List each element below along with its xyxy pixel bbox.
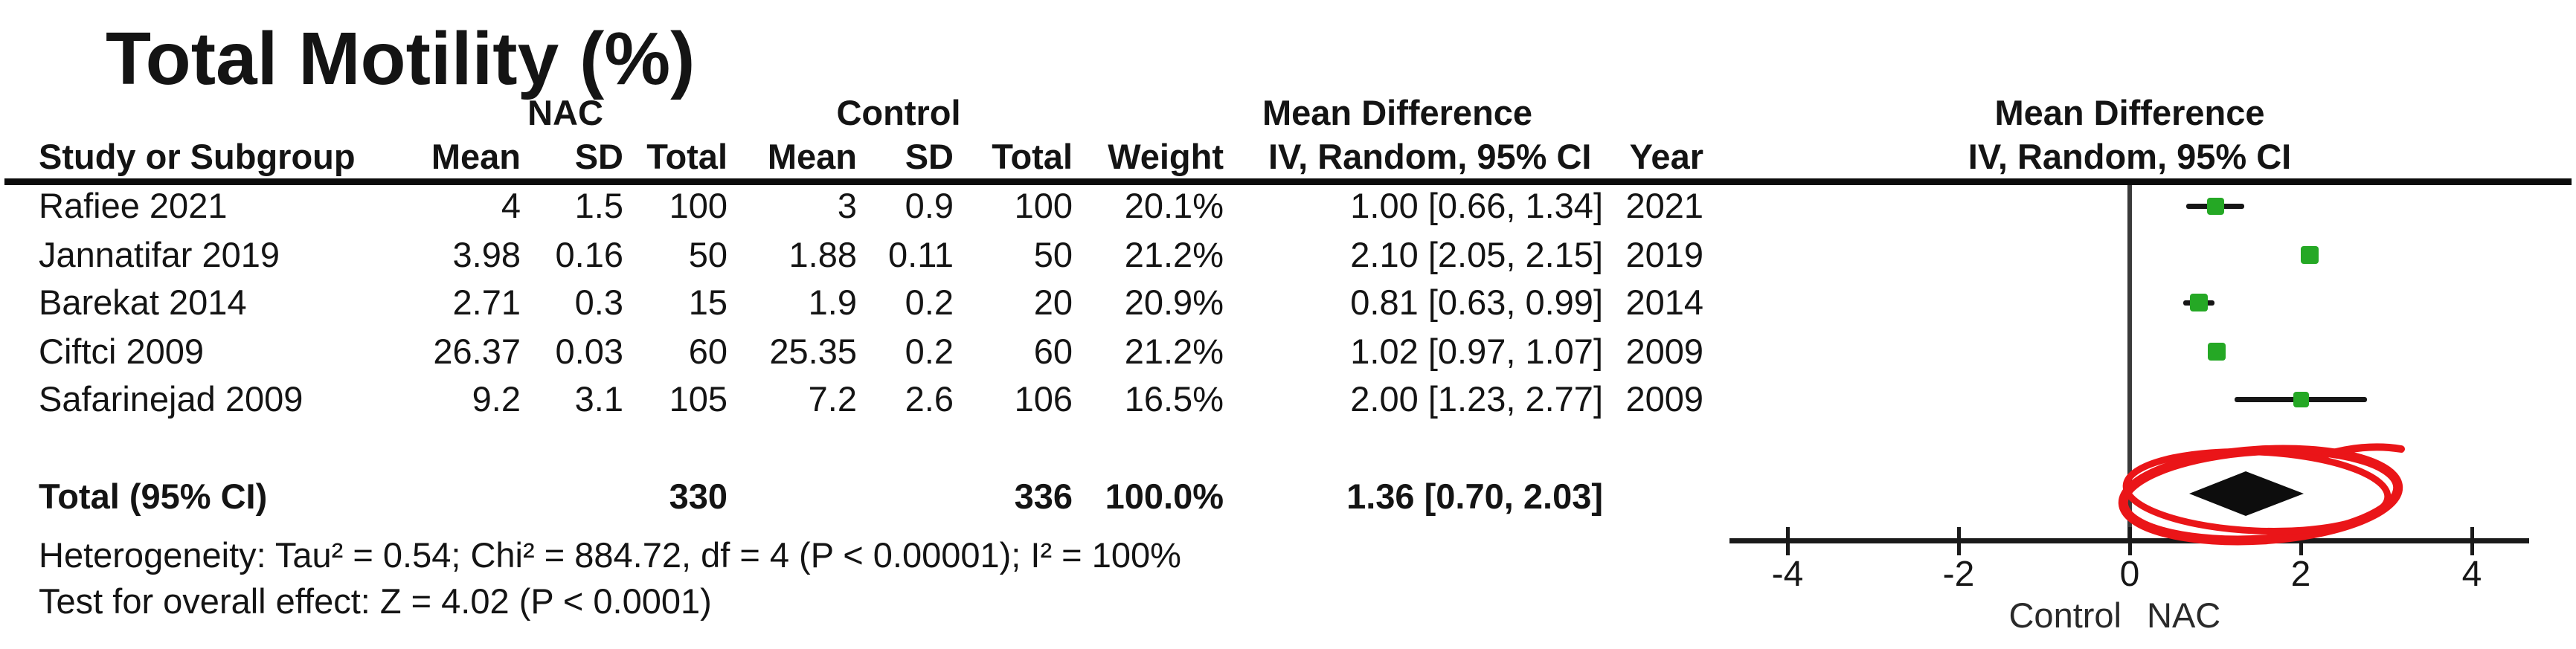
control-total: 60 — [1033, 332, 1073, 371]
axis-tick — [2470, 527, 2474, 555]
total-control-n: 336 — [1014, 477, 1073, 516]
control-sd: 0.9 — [905, 186, 954, 225]
control-total: 50 — [1033, 235, 1073, 274]
nac-total: 100 — [669, 186, 727, 225]
header-rule — [4, 178, 2572, 185]
zero-reference-line — [2127, 185, 2132, 541]
weight: 20.1% — [1124, 186, 1224, 225]
column-header-year: Year — [1629, 137, 1703, 176]
nac-mean: 9.2 — [472, 379, 521, 419]
study-weight-square — [2206, 197, 2224, 215]
heterogeneity-text: Heterogeneity: Tau² = 0.54; Chi² = 884.7… — [39, 535, 1181, 575]
axis-tick-label: 4 — [2461, 555, 2482, 594]
column-header-ivci: IV, Random, 95% CI — [1268, 137, 1592, 176]
axis-label-control: Control — [2008, 595, 2121, 635]
md-ci-text: 2.00 [1.23, 2.77] — [1350, 379, 1603, 419]
nac-mean: 3.98 — [452, 235, 521, 274]
control-total: 106 — [1014, 379, 1073, 419]
axis-tick — [1785, 527, 1790, 555]
nac-sd: 1.5 — [574, 186, 623, 225]
axis-tick-label: -4 — [1771, 555, 1804, 594]
control-mean: 3 — [837, 186, 857, 225]
axis-label-nac: NAC — [2147, 595, 2221, 635]
control-total: 20 — [1033, 282, 1073, 322]
nac-mean: 2.71 — [452, 282, 521, 322]
year: 2021 — [1625, 186, 1703, 225]
md-ci-text: 1.00 [0.66, 1.34] — [1350, 186, 1603, 225]
axis-tick — [2299, 527, 2303, 555]
nac-sd: 0.3 — [574, 282, 623, 322]
red-circle-annotation — [2118, 443, 2405, 546]
nac-sd: 0.16 — [555, 235, 623, 274]
weight: 21.2% — [1124, 235, 1224, 274]
nac-sd: 0.03 — [555, 332, 623, 371]
control-sd: 0.2 — [905, 282, 954, 322]
weight: 16.5% — [1124, 379, 1224, 419]
overall-effect-text: Test for overall effect: Z = 4.02 (P < 0… — [39, 581, 712, 621]
study-name: Rafiee 2021 — [39, 186, 228, 225]
total-weight: 100.0% — [1105, 477, 1224, 516]
study-weight-square — [2208, 343, 2226, 361]
control-mean: 7.2 — [808, 379, 857, 419]
column-header-weight: Weight — [1108, 137, 1224, 176]
total-diamond — [2189, 471, 2304, 516]
control-sd: 0.2 — [905, 332, 954, 371]
study-name: Jannatifar 2019 — [39, 235, 280, 274]
axis-tick-label: 0 — [2119, 555, 2140, 594]
year: 2009 — [1625, 332, 1703, 371]
axis-tick-label: -2 — [1942, 555, 1975, 594]
total-nac-n: 330 — [669, 477, 727, 516]
control-sd: 2.6 — [905, 379, 954, 419]
year: 2014 — [1625, 282, 1703, 322]
study-weight-square — [2293, 391, 2309, 407]
nac-total: 105 — [669, 379, 727, 419]
study-name: Safarinejad 2009 — [39, 379, 303, 419]
axis-tick — [1956, 527, 1961, 555]
column-header-nac-total: Total — [646, 137, 727, 176]
md-ci-text: 1.02 [0.97, 1.07] — [1350, 332, 1603, 371]
column-header-control-mean: Mean — [767, 137, 857, 176]
weight: 21.2% — [1124, 332, 1224, 371]
nac-total: 50 — [688, 235, 727, 274]
group-header-nac: NAC — [527, 93, 603, 132]
column-header-control-total: Total — [992, 137, 1073, 176]
column-header-study: Study or Subgroup — [39, 137, 356, 176]
nac-total: 15 — [688, 282, 727, 322]
control-total: 100 — [1014, 186, 1073, 225]
group-header-mean-difference: Mean Difference — [1262, 93, 1533, 132]
summary-overlay — [2118, 443, 2405, 546]
study-name: Barekat 2014 — [39, 282, 247, 322]
column-header-nac-sd: SD — [574, 137, 623, 176]
study-weight-square — [2190, 294, 2209, 311]
control-mean: 1.88 — [788, 235, 857, 274]
axis-tick-label: 2 — [2290, 555, 2311, 594]
study-weight-square — [2300, 246, 2319, 264]
column-header-ivci-plot: IV, Random, 95% CI — [1968, 137, 2292, 176]
md-ci-text: 0.81 [0.63, 0.99] — [1350, 282, 1603, 322]
column-header-nac-mean: Mean — [431, 137, 521, 176]
group-header-mean-difference-plot: Mean Difference — [1994, 93, 2265, 132]
study-name: Ciftci 2009 — [39, 332, 205, 371]
axis-tick — [2127, 527, 2132, 555]
group-header-control: Control — [836, 93, 961, 132]
weight: 20.9% — [1124, 282, 1224, 322]
nac-mean: 4 — [501, 186, 521, 225]
control-mean: 1.9 — [808, 282, 857, 322]
nac-mean: 26.37 — [433, 332, 521, 371]
md-ci-text: 2.10 [2.05, 2.15] — [1350, 235, 1603, 274]
control-sd: 0.11 — [888, 235, 954, 274]
year: 2009 — [1625, 379, 1703, 419]
page-title: Total Motility (%) — [106, 17, 696, 100]
nac-sd: 3.1 — [574, 379, 623, 419]
control-mean: 25.35 — [769, 332, 857, 371]
year: 2019 — [1625, 235, 1703, 274]
total-md-ci-text: 1.36 [0.70, 2.03] — [1346, 477, 1603, 516]
nac-total: 60 — [688, 332, 727, 371]
total-label: Total (95% CI) — [39, 477, 268, 516]
column-header-control-sd: SD — [905, 137, 954, 176]
